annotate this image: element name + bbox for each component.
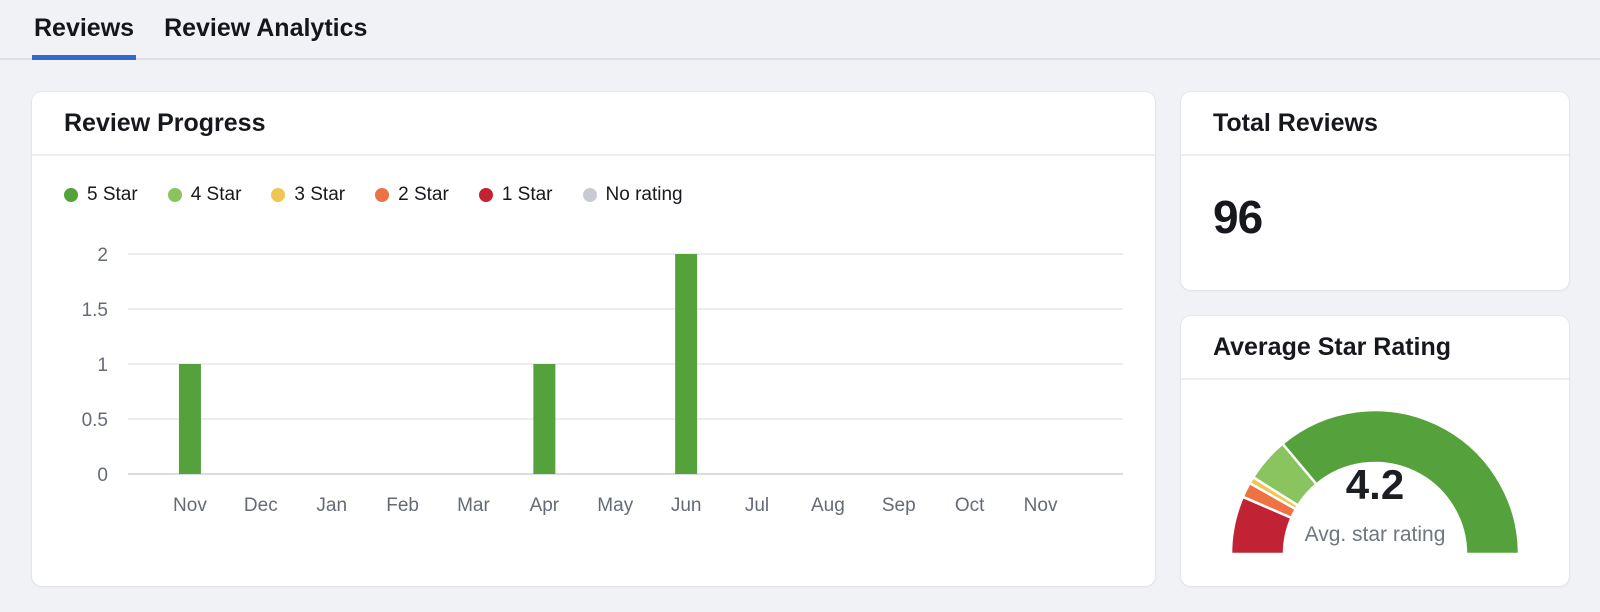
- legend-label: 3 Star: [294, 184, 346, 205]
- x-axis-tick-label: Nov: [173, 495, 207, 516]
- gauge-caption: Avg. star rating: [1305, 523, 1446, 546]
- review-progress-bar-svg: 0 0.5 1 1.5 2 Nov Dec Jan Feb Mar Apr May Jun Jul Aug S…: [82, 245, 1123, 516]
- legend-label: 4 Star: [190, 184, 242, 205]
- main-content: Review Progress 5 Star 4 Star 3 Star 2 Star…: [32, 92, 1569, 586]
- average-star-rating-title: Average Star Rating: [1213, 332, 1452, 361]
- total-reviews-title: Total Reviews: [1213, 108, 1378, 137]
- legend-dot-icon: [375, 188, 390, 202]
- total-reviews-card: Total Reviews 96: [1181, 92, 1569, 290]
- legend-dot-icon: [64, 188, 78, 202]
- y-axis-tick-label: 1: [97, 355, 108, 376]
- legend-label: 1 Star: [501, 184, 553, 205]
- x-axis-tick-label: Feb: [386, 495, 419, 516]
- x-axis-tick-label: Aug: [811, 495, 845, 516]
- x-axis-tick-label: Dec: [244, 495, 278, 516]
- average-rating-gauge-svg: 4.2 Avg. star rating: [1229, 408, 1521, 556]
- y-axis-tick-label: 1.5: [82, 300, 108, 321]
- x-axis-tick-label: Jun: [671, 495, 702, 516]
- average-star-rating-header: Average Star Rating: [1181, 316, 1569, 380]
- legend-item-3-star[interactable]: 3 Star: [271, 184, 345, 206]
- chart-legend: 5 Star 4 Star 3 Star 2 Star 1 Star No rating: [64, 184, 1123, 206]
- bar-5-star-jun-7: [675, 254, 698, 474]
- legend-item-4-star[interactable]: 4 Star: [167, 184, 242, 206]
- x-axis-tick-label: Jul: [745, 495, 769, 516]
- total-reviews-body: 96: [1181, 156, 1569, 278]
- review-progress-body: 5 Star 4 Star 3 Star 2 Star 1 Star No rating …: [32, 156, 1155, 552]
- legend-item-5-star[interactable]: 5 Star: [64, 184, 138, 206]
- x-axis-tick-label: Jan: [316, 495, 347, 516]
- review-progress-header: Review Progress: [32, 92, 1155, 156]
- y-axis-tick-label: 0: [97, 465, 108, 486]
- x-axis-tick-label: Nov: [1024, 495, 1058, 516]
- review-progress-card: Review Progress 5 Star 4 Star 3 Star 2 Star…: [32, 92, 1155, 586]
- legend-dot-icon: [167, 188, 182, 202]
- average-star-rating-card: Average Star Rating 4.2 Avg. star rating: [1181, 316, 1569, 586]
- legend-item-2-star[interactable]: 2 Star: [375, 184, 449, 206]
- x-axis-tick-label: Mar: [457, 495, 490, 516]
- legend-dot-icon: [271, 188, 286, 202]
- x-axis-tick-label: Sep: [882, 495, 916, 516]
- x-axis-tick-label: Apr: [530, 495, 560, 516]
- y-axis-tick-label: 0.5: [82, 410, 108, 431]
- total-reviews-header: Total Reviews: [1181, 92, 1569, 156]
- legend-dot-icon: [478, 188, 493, 202]
- tab-bar: Reviews Review Analytics: [0, 0, 1600, 60]
- total-reviews-value: 96: [1213, 191, 1263, 243]
- tab-review-analytics[interactable]: Review Analytics: [164, 14, 368, 42]
- legend-label: 5 Star: [87, 184, 138, 205]
- gauge-segment-5-star: [1280, 408, 1521, 556]
- legend-label: No rating: [605, 184, 683, 205]
- legend-item-1-star[interactable]: 1 Star: [478, 184, 553, 206]
- review-progress-title: Review Progress: [64, 108, 266, 137]
- average-rating-gauge: 4.2 Avg. star rating: [1181, 380, 1569, 562]
- x-axis-tick-label: May: [597, 495, 633, 516]
- tab-reviews[interactable]: Reviews: [32, 0, 137, 60]
- bar-5-star-apr-5: [533, 364, 556, 474]
- y-axis-tick-label: 2: [97, 245, 108, 266]
- right-column: Total Reviews 96 Average Star Rating 4.2…: [1181, 92, 1569, 586]
- bar-5-star-nov-0: [178, 364, 201, 474]
- legend-label: 2 Star: [398, 184, 449, 205]
- legend-dot-icon: [582, 188, 597, 202]
- review-progress-chart: 0 0.5 1 1.5 2 Nov Dec Jan Feb Mar Apr May Jun Jul Aug S…: [64, 234, 1123, 534]
- x-axis-tick-label: Oct: [955, 495, 985, 516]
- legend-item-no-rating[interactable]: No rating: [582, 184, 683, 206]
- gauge-value: 4.2: [1346, 461, 1404, 508]
